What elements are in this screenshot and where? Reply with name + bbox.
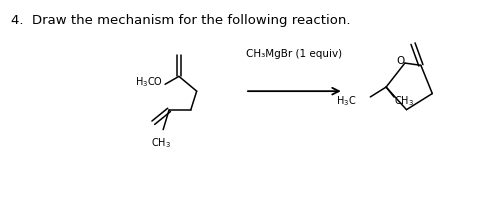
Text: H$_3$CO: H$_3$CO — [135, 75, 163, 89]
Text: CH$_3$: CH$_3$ — [394, 94, 414, 108]
Text: O: O — [397, 56, 405, 66]
Text: H$_3$C: H$_3$C — [336, 94, 356, 108]
Text: 4.  Draw the mechanism for the following reaction.: 4. Draw the mechanism for the following … — [11, 14, 351, 27]
Text: CH₃MgBr (1 equiv): CH₃MgBr (1 equiv) — [247, 49, 343, 59]
Text: CH$_3$: CH$_3$ — [151, 137, 171, 150]
